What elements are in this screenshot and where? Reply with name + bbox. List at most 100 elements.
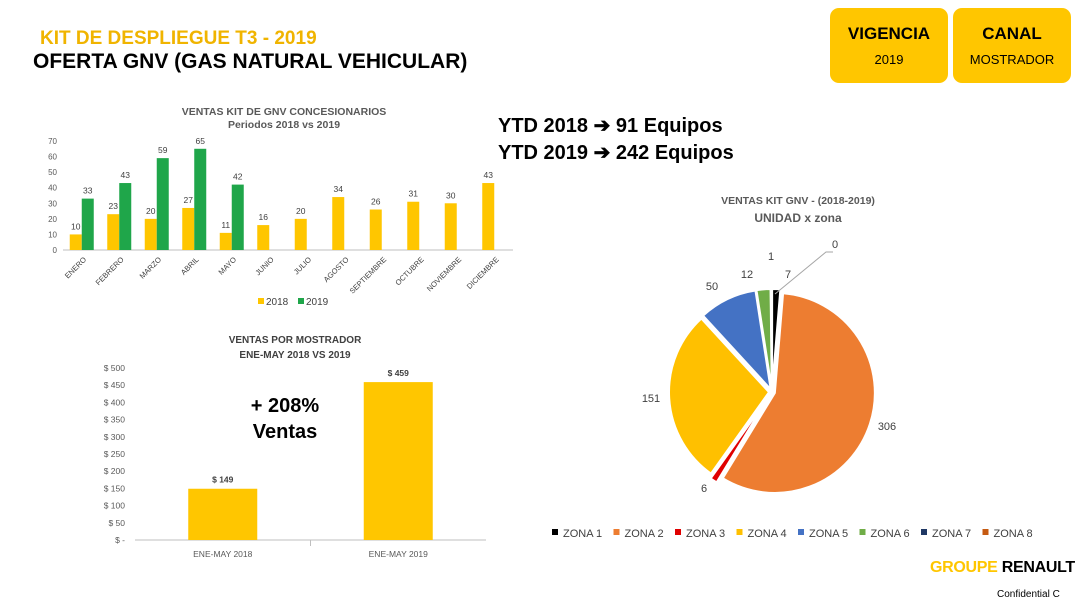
- bar-2018: [257, 225, 270, 250]
- bar-2018: [407, 201, 420, 250]
- pie-value-label: 12: [741, 269, 753, 281]
- bar-2018: [219, 232, 232, 250]
- chart2-title: VENTAS POR MOSTRADOR: [229, 335, 362, 346]
- x-tick-label: JUNIO: [253, 255, 275, 277]
- pie-value-label: 0: [832, 239, 838, 251]
- vigencia-box: VIGENCIA 2019: [830, 8, 948, 83]
- y-tick-label: $ 300: [104, 432, 126, 442]
- canal-box: CANAL MOSTRADOR: [953, 8, 1071, 83]
- pie-value-label: 50: [706, 281, 718, 293]
- legend-label-2018: 2018: [266, 297, 289, 308]
- bar-value-label: 20: [146, 206, 156, 216]
- y-tick-label: $ -: [115, 535, 125, 545]
- bar-2018: [182, 207, 195, 250]
- chart1-subtitle: Periodos 2018 vs 2019: [228, 119, 340, 131]
- growth-label: Ventas: [252, 421, 318, 443]
- bar-2018: [144, 218, 157, 250]
- y-tick-label: $ 200: [104, 466, 126, 476]
- bar-value-label: 59: [158, 145, 168, 155]
- bar-value-label: 42: [233, 172, 243, 182]
- x-tick-label: SEPTIEMBRE: [348, 255, 389, 296]
- legend-swatch-zona-4: [736, 529, 743, 535]
- x-tick-label: MAYO: [217, 255, 239, 277]
- bar-2019: [231, 184, 244, 250]
- legend-label-zona-5: ZONA 5: [809, 528, 848, 540]
- legend-label-zona-6: ZONA 6: [871, 528, 910, 540]
- bar-2018: [107, 214, 120, 250]
- bar-value-label: $ 149: [212, 475, 234, 485]
- canal-value: MOSTRADOR: [969, 52, 1055, 67]
- bar-2019: [194, 148, 207, 250]
- pie-value-label: 306: [878, 421, 896, 433]
- legend-label-zona-8: ZONA 8: [994, 528, 1033, 540]
- x-tick-label: OCTUBRE: [393, 255, 425, 287]
- bar-value-label: 10: [71, 221, 81, 231]
- bar-2019: [81, 198, 94, 250]
- y-tick-label: $ 150: [104, 483, 126, 493]
- bar-2018: [332, 197, 345, 250]
- legend-label-2019: 2019: [306, 297, 329, 308]
- bar: [188, 488, 258, 540]
- bar-value-label: 31: [409, 189, 419, 199]
- monthly-sales-chart: VENTAS KIT DE GNV CONCESIONARIOSPeriodos…: [48, 106, 513, 308]
- pie-slice-zona-5: [701, 289, 773, 393]
- pie-value-label: 151: [642, 393, 660, 405]
- groupe-renault-logo: GROUPE RENAULT: [930, 559, 1075, 577]
- legend-label-zona-2: ZONA 2: [625, 528, 664, 540]
- x-tick-label: JULIO: [292, 255, 314, 277]
- legend-swatch-zona-5: [798, 529, 804, 535]
- pie-slice-zona-3: [709, 396, 770, 484]
- bar-value-label: 34: [334, 184, 344, 194]
- x-tick-label: DICIEMBRE: [465, 255, 501, 291]
- legend-label-zona-1: ZONA 1: [563, 528, 602, 540]
- legend-swatch-zona-6: [859, 529, 866, 535]
- y-tick-label: $ 400: [104, 397, 126, 407]
- x-tick-label: ENERO: [63, 255, 88, 280]
- chart3-subtitle: UNIDAD x zona: [754, 211, 842, 225]
- y-tick-label: $ 350: [104, 415, 126, 425]
- bar-value-label: 23: [109, 201, 119, 211]
- bar-value-label: 43: [484, 170, 494, 180]
- x-tick-label: ABRIL: [179, 255, 201, 277]
- confidential-label: Confidential C: [997, 589, 1060, 600]
- x-tick-label: ENE-MAY 2019: [369, 549, 428, 559]
- bar-2018: [69, 234, 82, 250]
- y-tick-label: $ 500: [104, 363, 126, 373]
- growth-percent: + 208%: [250, 395, 320, 417]
- growth-callout: + 208% Ventas: [240, 393, 330, 445]
- legend-swatch-zona-1: [552, 529, 558, 535]
- bar-2019: [156, 158, 169, 250]
- y-tick-label: 0: [53, 246, 58, 255]
- y-tick-label: 30: [48, 199, 57, 208]
- pie-value-label: 6: [701, 483, 707, 495]
- bar-value-label: 33: [83, 186, 93, 196]
- ytd-2018: YTD 2018 ➔ 91 Equipos: [498, 115, 723, 137]
- y-tick-label: $ 100: [104, 501, 126, 511]
- bar-2018: [294, 218, 307, 250]
- chart2-subtitle: ENE-MAY 2018 VS 2019: [239, 350, 351, 361]
- pie-slice-zona-4: [668, 317, 771, 476]
- y-tick-label: 70: [48, 137, 57, 146]
- brand-groupe: GROUPE: [930, 559, 998, 576]
- bar-value-label: 65: [196, 136, 206, 146]
- ytd-2019: YTD 2019 ➔ 242 Equipos: [498, 142, 734, 164]
- bar-value-label: 20: [296, 206, 306, 216]
- offer-title: OFERTA GNV (GAS NATURAL VEHICULAR): [33, 50, 468, 73]
- bar: [363, 382, 433, 540]
- pie-slice-zona-2: [721, 292, 876, 494]
- bar-value-label: 27: [184, 195, 194, 205]
- zone-pie-chart: VENTAS KIT GNV - (2018-2019) UNIDAD x zon…: [552, 195, 1033, 540]
- y-tick-label: $ 50: [108, 518, 125, 528]
- x-tick-label: MARZO: [138, 255, 164, 281]
- x-tick-label: AGOSTO: [322, 255, 351, 284]
- y-tick-label: $ 450: [104, 380, 126, 390]
- legend-label-zona-3: ZONA 3: [686, 528, 725, 540]
- bar-2018: [482, 183, 495, 250]
- legend-label-zona-4: ZONA 4: [748, 528, 787, 540]
- x-tick-label: ENE-MAY 2018: [193, 549, 252, 559]
- bar-2018: [369, 209, 382, 250]
- bar-2018: [444, 203, 457, 250]
- x-tick-label: FEBRERO: [94, 255, 126, 287]
- bar-value-label: $ 459: [388, 368, 410, 378]
